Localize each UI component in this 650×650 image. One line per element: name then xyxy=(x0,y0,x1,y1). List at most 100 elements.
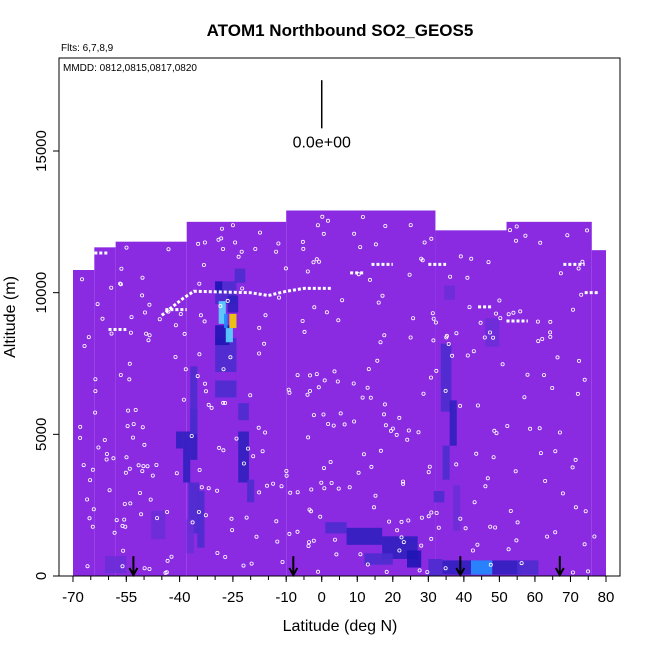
sample-point xyxy=(514,224,519,229)
sample-point xyxy=(223,555,228,560)
sample-point xyxy=(166,247,171,252)
plot-area xyxy=(73,210,606,578)
sample-point xyxy=(96,445,101,450)
x-tick-label: 30 xyxy=(420,589,437,606)
sample-point xyxy=(518,309,523,314)
sample-point xyxy=(249,561,254,566)
sample-point xyxy=(78,435,83,440)
sample-point xyxy=(124,455,129,460)
heatmap-cells xyxy=(104,268,539,576)
heatmap-cell xyxy=(442,560,471,575)
sample-point xyxy=(382,402,387,407)
y-axis: 0 5000 10000 15000 xyxy=(33,58,60,580)
sample-point xyxy=(583,509,588,514)
sample-point xyxy=(209,405,214,410)
heatmap-cell xyxy=(183,431,191,483)
coverage-block xyxy=(73,270,95,576)
sample-point xyxy=(189,433,194,438)
sample-point xyxy=(80,277,85,282)
sample-point xyxy=(86,335,91,340)
sample-point xyxy=(458,516,463,521)
sample-point xyxy=(570,465,575,470)
sample-point xyxy=(336,318,341,323)
sample-point xyxy=(580,259,585,264)
heatmap-cell xyxy=(197,491,205,548)
sample-point xyxy=(351,381,356,386)
sample-point xyxy=(257,325,262,330)
sample-point xyxy=(202,319,207,324)
sample-point xyxy=(493,311,498,316)
heatmap-cell xyxy=(151,510,166,540)
sample-point xyxy=(141,464,146,469)
sample-point xyxy=(537,426,542,431)
sample-point xyxy=(122,517,127,522)
sample-point xyxy=(582,377,587,382)
sample-point xyxy=(118,282,123,287)
sample-point xyxy=(399,519,404,524)
sample-point xyxy=(112,530,117,535)
sample-point xyxy=(148,497,153,502)
sample-point xyxy=(244,515,249,520)
sample-point xyxy=(365,562,370,567)
sample-point xyxy=(322,378,327,383)
heatmap-cell xyxy=(433,491,445,503)
sample-point xyxy=(219,226,224,231)
heatmap-cell xyxy=(325,522,347,534)
sample-point xyxy=(236,254,241,259)
sample-point xyxy=(485,476,490,481)
heatmap-cell xyxy=(215,338,237,372)
sample-point xyxy=(124,245,129,250)
heatmap-cell xyxy=(104,556,127,574)
sample-point xyxy=(203,389,208,394)
sample-point xyxy=(545,534,550,539)
sample-point xyxy=(196,241,201,246)
sample-point xyxy=(472,500,477,505)
sample-point xyxy=(301,246,306,251)
sample-point xyxy=(444,335,449,340)
flight-track-line xyxy=(160,286,333,317)
sample-point xyxy=(133,407,138,412)
sample-point xyxy=(140,275,145,280)
sample-point xyxy=(202,240,207,245)
sample-point xyxy=(284,468,289,473)
heatmap-cell xyxy=(346,527,383,545)
sample-point xyxy=(147,302,152,307)
sample-point xyxy=(431,316,436,321)
sample-point xyxy=(256,425,261,430)
sample-point xyxy=(397,548,402,553)
sample-point xyxy=(491,455,496,460)
sample-point xyxy=(140,425,145,430)
coverage-block xyxy=(591,250,606,576)
sample-point xyxy=(475,542,480,547)
heatmap-cell xyxy=(517,560,539,575)
sample-point xyxy=(431,338,436,343)
sample-point xyxy=(352,231,357,236)
coverage-block xyxy=(506,221,592,577)
sample-point xyxy=(352,419,357,424)
sample-point xyxy=(169,554,174,559)
sample-point xyxy=(493,525,498,530)
sample-point xyxy=(157,317,162,322)
sample-point xyxy=(469,256,474,261)
sample-point xyxy=(483,484,488,489)
sample-point xyxy=(306,435,311,440)
sample-point xyxy=(318,514,323,519)
sample-point xyxy=(307,388,312,393)
x-tick-label: 10 xyxy=(349,589,366,606)
sample-point xyxy=(536,339,541,344)
heatmap-cell xyxy=(227,295,239,313)
sample-point xyxy=(140,293,145,298)
sample-point xyxy=(122,501,127,506)
sample-point xyxy=(109,285,114,290)
sample-point xyxy=(498,316,503,321)
sample-point xyxy=(127,361,132,366)
heatmap-cell xyxy=(444,285,455,300)
sample-point xyxy=(234,436,239,441)
sample-point xyxy=(321,412,326,417)
sample-point xyxy=(306,544,311,549)
heatmap-cell xyxy=(186,519,194,554)
sample-point xyxy=(395,528,400,533)
sample-point xyxy=(525,372,530,377)
sample-point xyxy=(387,519,392,524)
sample-point xyxy=(129,315,134,320)
